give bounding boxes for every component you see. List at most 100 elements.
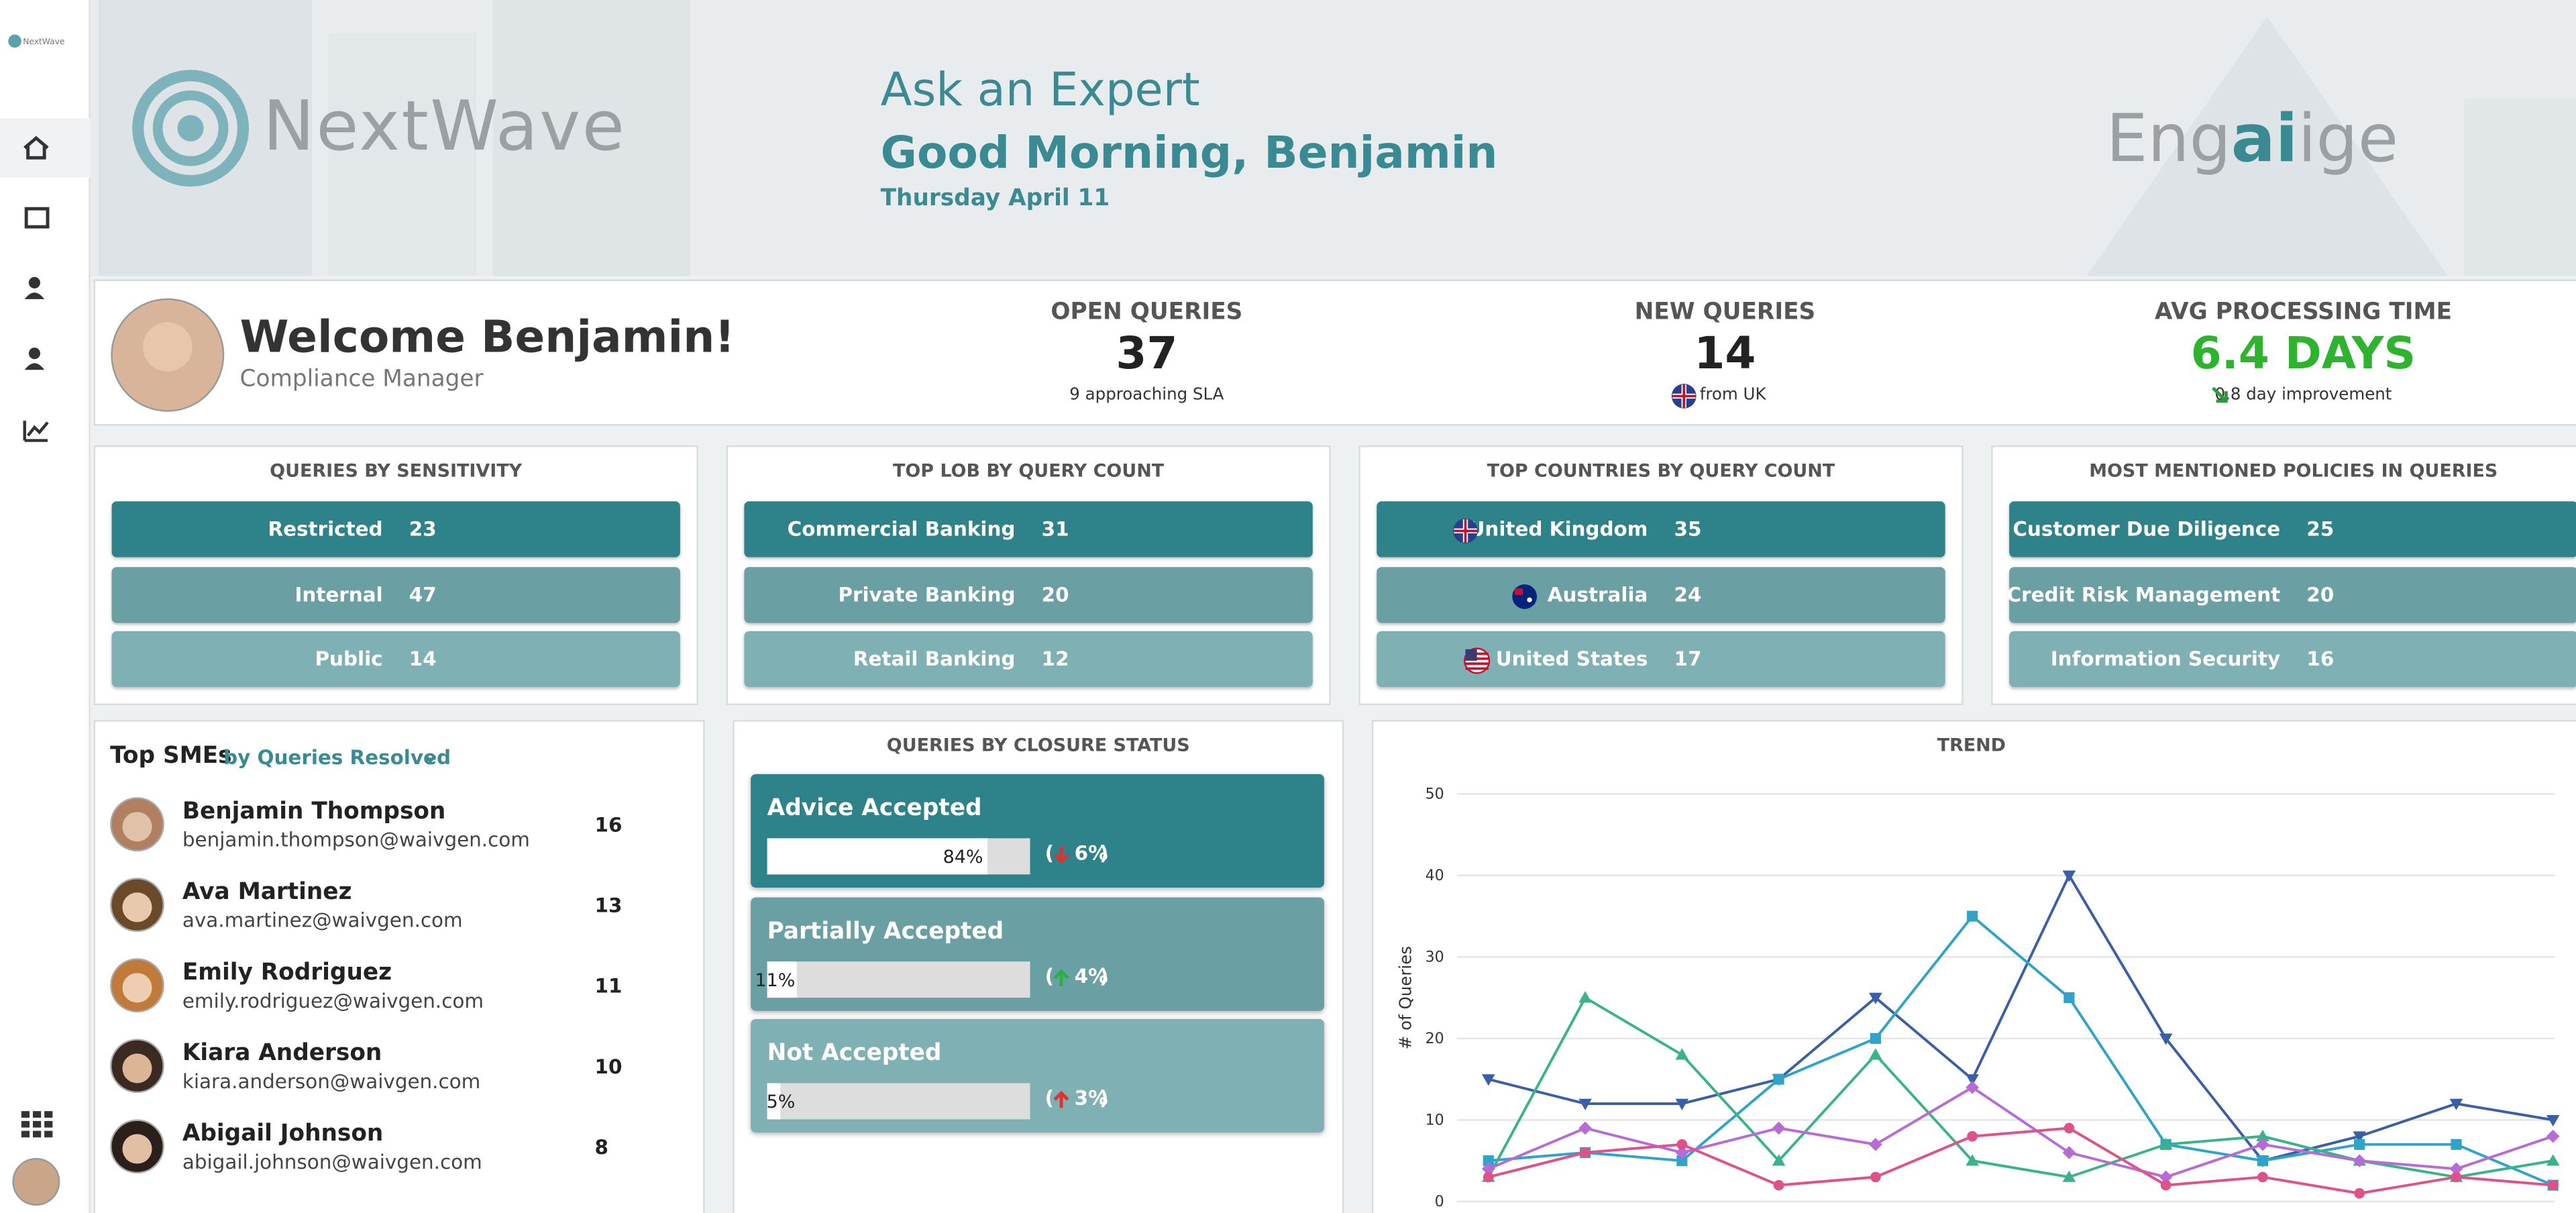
line-marker — [2354, 1188, 2365, 1199]
logo-part: Eng — [2106, 101, 2231, 178]
line-marker — [2451, 1171, 2462, 1183]
stat-label: Credit Risk Management — [2006, 583, 2281, 607]
trend-arrow — [1053, 1090, 1069, 1108]
stat-bar[interactable] — [744, 501, 1313, 558]
arrow — [1053, 1090, 1069, 1108]
flag-corner — [1515, 588, 1523, 595]
sidebar-icons: NextWave — [0, 34, 91, 1206]
stat-value: 20 — [2306, 583, 2334, 607]
kpi-value: 14 — [1694, 328, 1756, 380]
stat-value: 31 — [1041, 517, 1069, 541]
stat-bar[interactable] — [111, 567, 680, 623]
stat-value: 25 — [2306, 517, 2334, 541]
stat-label: United Kingdom — [1468, 517, 1648, 541]
stat-bar[interactable] — [744, 567, 1313, 623]
y-tick-label: 50 — [1426, 786, 1444, 803]
y-tick-label: 30 — [1426, 949, 1444, 966]
stat-bar[interactable] — [2009, 567, 2576, 623]
sme-email: kiara.anderson@waivgen.com — [182, 1069, 481, 1094]
sme-name: Abigail Johnson — [182, 1120, 384, 1148]
list-icon[interactable] — [24, 207, 50, 229]
closure-fill — [767, 838, 988, 875]
date: Thursday April 11 — [880, 185, 1110, 213]
stat-label: Information Security — [2050, 647, 2281, 671]
engaige-logo: Eng ai ige — [2106, 102, 2399, 178]
kpi-label: NEW QUERIES — [1634, 299, 1816, 326]
stat-label: Restricted — [268, 517, 383, 541]
sme-card — [93, 720, 705, 1213]
stat-value: 24 — [1674, 583, 1702, 607]
flag-icon — [1512, 584, 1538, 609]
stat-bar[interactable] — [111, 501, 680, 558]
line-marker — [1676, 1139, 1688, 1150]
stat-bar[interactable] — [2009, 631, 2576, 688]
line-marker — [1869, 992, 1882, 1004]
chart-title: TREND — [1937, 735, 2006, 756]
avatar-face — [122, 1134, 152, 1164]
logo-part: ai — [2231, 101, 2298, 178]
stat-bar[interactable] — [1377, 567, 1945, 623]
sme-count: 10 — [594, 1055, 623, 1079]
users-icon[interactable] — [28, 348, 41, 360]
sme-avatar — [110, 958, 164, 1013]
series-line — [1488, 1086, 2554, 1179]
sme-name: Ava Martinez — [182, 879, 352, 906]
kpi-sub: 0.8 day improvement — [2214, 386, 2392, 405]
home-icon[interactable] — [23, 136, 49, 160]
flag-icon — [1464, 647, 1491, 674]
brand-name: NextWave — [262, 85, 627, 166]
line-marker — [1773, 1179, 1784, 1191]
greeting: Good Morning, Benjamin — [880, 128, 1498, 180]
line-marker — [1675, 1048, 1689, 1060]
closure-percent: 11% — [755, 969, 796, 991]
sme-avatar — [110, 878, 164, 933]
closure-label: Not Accepted — [767, 1040, 942, 1067]
sme-name: Benjamin Thompson — [182, 798, 446, 825]
stat-value: 14 — [409, 647, 437, 671]
stat-bar[interactable] — [111, 631, 680, 688]
line-marker — [2546, 1115, 2560, 1127]
apps-icon[interactable] — [21, 1111, 53, 1138]
chevron — [424, 755, 437, 763]
line-marker — [1870, 1171, 1881, 1183]
nextwave-logo-mark — [132, 70, 250, 187]
closure-paren: ( — [1044, 1086, 1054, 1110]
kpi-sub: 8 from UK — [1684, 386, 1766, 405]
analytics-icon[interactable] — [23, 421, 49, 442]
line-marker — [2451, 1139, 2462, 1150]
sme-sort[interactable]: by Queries Resolved — [223, 746, 451, 770]
welcome-role: Compliance Manager — [239, 366, 484, 393]
welcome-avatar — [111, 298, 225, 412]
line-marker — [1483, 1155, 1494, 1167]
closure-change: 3% — [1074, 1086, 1108, 1110]
line-marker — [1772, 1154, 1786, 1166]
closure-paren: ) — [1099, 1086, 1109, 1110]
stat-bar[interactable] — [744, 631, 1313, 688]
expert-icon[interactable] — [28, 276, 41, 288]
closure-label: Advice Accepted — [767, 795, 982, 822]
closure-paren: ( — [1044, 963, 1054, 988]
closure-paren: ) — [1099, 963, 1109, 988]
sme-name: Kiara Anderson — [182, 1040, 382, 1067]
line-marker — [2063, 992, 2075, 1004]
closure-paren: ( — [1044, 841, 1054, 865]
stat-label: Commercial Banking — [787, 517, 1016, 541]
flag — [1512, 584, 1538, 609]
sort-chevron — [424, 755, 437, 763]
closure-label: Partially Accepted — [767, 918, 1004, 945]
closure-percent: 5% — [766, 1091, 796, 1113]
line-marker — [2353, 1154, 2367, 1167]
arrow — [1053, 968, 1069, 986]
sme-avatar — [110, 1119, 164, 1174]
panel-title: TOP COUNTRIES BY QUERY COUNT — [1487, 460, 1835, 482]
stat-value: 20 — [1041, 583, 1069, 607]
stat-label: Private Banking — [838, 583, 1016, 607]
stat-bar[interactable] — [2009, 501, 2576, 558]
flag-stripe — [1466, 667, 1489, 670]
stat-label: United States — [1495, 647, 1648, 671]
user-avatar[interactable] — [12, 1157, 60, 1206]
sidebar-brand: NextWave — [23, 37, 64, 46]
closure-percent: 84% — [943, 846, 983, 868]
line-marker — [2159, 1033, 2173, 1045]
